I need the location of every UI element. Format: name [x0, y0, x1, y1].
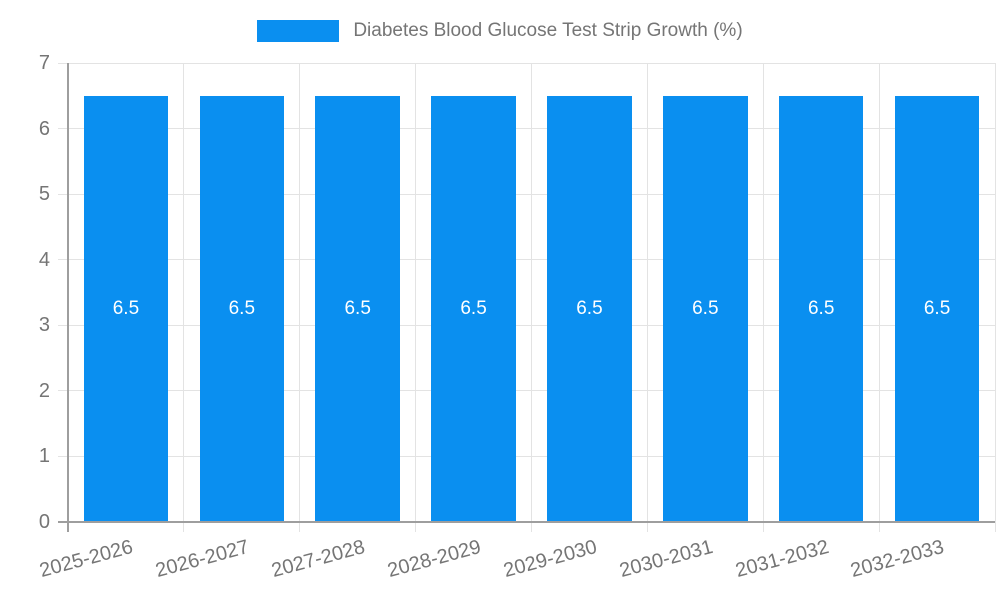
bar-2026-2027[interactable]: 6.5 [199, 95, 285, 522]
bar-value-label: 6.5 [923, 297, 951, 319]
x-tick-label: 2027-2028 [269, 536, 368, 583]
y-tick-label: 2 [38, 379, 50, 402]
y-tick-label: 6 [38, 117, 50, 140]
x-gridline [646, 63, 648, 532]
y-gridline [58, 128, 995, 130]
bar-value-label: 6.5 [576, 297, 603, 319]
x-tick-label: 2026-2027 [153, 536, 252, 583]
y-tick-label: 0 [38, 511, 50, 533]
x-gridline [299, 63, 301, 532]
bar-2029-2030[interactable]: 6.5 [547, 95, 632, 522]
y-tick-label: 7 [38, 52, 50, 74]
bar-2025-2026[interactable]: 6.5 [83, 95, 169, 522]
bar-value-label: 6.5 [228, 297, 256, 319]
bar-2028-2029[interactable]: 6.5 [431, 95, 516, 522]
y-gridline [58, 324, 995, 326]
y-tick-label: 1 [38, 445, 50, 468]
y-tick-label: 5 [38, 183, 50, 206]
bar-2030-2031[interactable]: 6.5 [663, 95, 748, 522]
y-axis-line [67, 63, 69, 532]
bar-2027-2028[interactable]: 6.5 [315, 95, 400, 522]
chart-legend[interactable]: Diabetes Blood Glucose Test Strip Growth… [0, 20, 1000, 42]
y-gridline [58, 259, 995, 261]
x-gridline [531, 63, 532, 532]
x-tick-label: 2028-2029 [385, 536, 484, 583]
bar-value-label: 6.5 [692, 297, 719, 319]
legend-swatch [257, 20, 340, 42]
x-tick-label: 2030-2031 [616, 536, 716, 583]
bar-value-label: 6.5 [807, 297, 835, 319]
y-gridline [58, 455, 995, 457]
x-gridline [994, 63, 996, 532]
x-gridline [183, 63, 185, 532]
x-tick-label: 2032-2033 [848, 536, 947, 583]
x-tick-label: 2025-2026 [37, 536, 136, 583]
y-gridline [58, 62, 995, 64]
bar-2032-2033[interactable]: 6.5 [894, 95, 980, 522]
bar-2031-2032[interactable]: 6.5 [778, 95, 864, 522]
x-gridline [878, 63, 880, 532]
plot-area: 6.5 6.5 6.5 6.5 6.5 6.5 6.5 6.5 [58, 62, 996, 532]
x-gridline [415, 63, 417, 532]
y-tick-label: 3 [38, 314, 50, 337]
bar-value-label: 6.5 [460, 297, 487, 319]
legend-label: Diabetes Blood Glucose Test Strip Growth… [353, 20, 743, 41]
y-gridline [58, 193, 995, 195]
x-tick-label: 2031-2032 [732, 536, 831, 583]
bar-value-label: 6.5 [112, 297, 140, 319]
y-gridline [58, 390, 995, 392]
x-gridline [762, 63, 764, 532]
x-axis-line [58, 521, 995, 523]
x-tick-label: 2029-2030 [501, 536, 600, 583]
bar-value-label: 6.5 [344, 297, 371, 319]
y-tick-label: 4 [38, 248, 50, 271]
